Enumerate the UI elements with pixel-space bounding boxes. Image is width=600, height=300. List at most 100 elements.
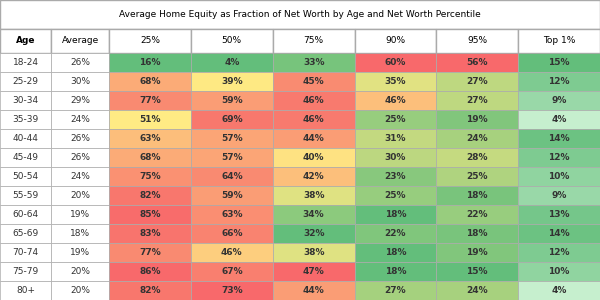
Text: 13%: 13% — [548, 210, 570, 219]
Bar — [0, 167, 52, 186]
Text: 50-54: 50-54 — [13, 172, 39, 181]
Bar — [52, 129, 109, 148]
Text: 55-59: 55-59 — [13, 191, 39, 200]
Text: 24%: 24% — [70, 172, 90, 181]
Bar — [109, 110, 191, 129]
Text: 60-64: 60-64 — [13, 210, 39, 219]
Bar — [355, 53, 436, 72]
Bar — [518, 148, 600, 167]
Bar — [52, 205, 109, 224]
Bar — [518, 281, 600, 300]
Bar — [109, 262, 191, 281]
Text: 57%: 57% — [221, 153, 242, 162]
Text: 25%: 25% — [385, 115, 406, 124]
Bar — [0, 262, 52, 281]
Text: 25%: 25% — [467, 172, 488, 181]
Text: 10%: 10% — [548, 172, 570, 181]
Text: 85%: 85% — [139, 210, 161, 219]
Bar — [109, 167, 191, 186]
Text: 18%: 18% — [385, 267, 406, 276]
Text: 26%: 26% — [70, 153, 90, 162]
Bar — [355, 167, 436, 186]
Text: 25-29: 25-29 — [13, 77, 39, 86]
Bar — [518, 91, 600, 110]
Bar — [109, 243, 191, 262]
Text: 44%: 44% — [303, 286, 325, 295]
Bar — [273, 129, 355, 148]
Bar — [191, 129, 273, 148]
Text: 86%: 86% — [139, 267, 161, 276]
Bar — [109, 281, 191, 300]
Text: 40%: 40% — [303, 153, 325, 162]
Bar — [273, 148, 355, 167]
Text: 4%: 4% — [224, 58, 239, 67]
Text: 69%: 69% — [221, 115, 242, 124]
Bar — [436, 110, 518, 129]
Text: 82%: 82% — [139, 191, 161, 200]
Text: 45%: 45% — [303, 77, 325, 86]
Text: 9%: 9% — [551, 191, 567, 200]
Text: 27%: 27% — [385, 286, 406, 295]
Text: 18-24: 18-24 — [13, 58, 39, 67]
Bar — [355, 205, 436, 224]
Text: 18%: 18% — [467, 191, 488, 200]
Bar — [191, 148, 273, 167]
Text: 18%: 18% — [467, 229, 488, 238]
Bar — [0, 186, 52, 205]
Bar — [0, 243, 52, 262]
Text: 77%: 77% — [139, 248, 161, 257]
Bar — [518, 224, 600, 243]
Bar — [355, 243, 436, 262]
Bar — [191, 243, 273, 262]
Bar — [518, 110, 600, 129]
Bar — [273, 110, 355, 129]
Bar — [52, 110, 109, 129]
Bar — [191, 72, 273, 91]
Bar — [109, 186, 191, 205]
Text: 19%: 19% — [466, 115, 488, 124]
Text: 20%: 20% — [70, 267, 90, 276]
Bar — [109, 148, 191, 167]
Text: 16%: 16% — [139, 58, 161, 67]
Text: 32%: 32% — [303, 229, 325, 238]
Text: 47%: 47% — [303, 267, 325, 276]
Text: 14%: 14% — [548, 229, 570, 238]
Bar — [109, 91, 191, 110]
Text: 34%: 34% — [303, 210, 325, 219]
Bar — [273, 205, 355, 224]
Text: 27%: 27% — [466, 77, 488, 86]
Bar — [355, 129, 436, 148]
Text: 75%: 75% — [139, 172, 161, 181]
Bar — [0, 281, 52, 300]
Bar — [355, 148, 436, 167]
Bar — [191, 91, 273, 110]
Text: Average: Average — [62, 36, 99, 45]
Text: 35%: 35% — [385, 77, 406, 86]
Bar — [0, 110, 52, 129]
Text: 10%: 10% — [548, 267, 570, 276]
Text: 4%: 4% — [551, 115, 567, 124]
Text: 26%: 26% — [70, 58, 90, 67]
Bar — [52, 72, 109, 91]
Text: 59%: 59% — [221, 191, 242, 200]
Text: 19%: 19% — [70, 210, 91, 219]
Bar — [109, 53, 191, 72]
Bar — [436, 53, 518, 72]
Text: 28%: 28% — [467, 153, 488, 162]
Text: 24%: 24% — [466, 134, 488, 143]
Bar — [191, 110, 273, 129]
Bar — [436, 72, 518, 91]
Text: 22%: 22% — [385, 229, 406, 238]
Bar — [518, 186, 600, 205]
Text: 30%: 30% — [385, 153, 406, 162]
Text: 63%: 63% — [139, 134, 161, 143]
Text: 38%: 38% — [303, 248, 325, 257]
Bar — [0, 53, 52, 72]
Text: 67%: 67% — [221, 267, 242, 276]
Text: 25%: 25% — [140, 36, 160, 45]
Bar — [273, 243, 355, 262]
Bar — [191, 53, 273, 72]
Bar — [191, 224, 273, 243]
Bar — [52, 28, 109, 53]
Bar — [273, 91, 355, 110]
